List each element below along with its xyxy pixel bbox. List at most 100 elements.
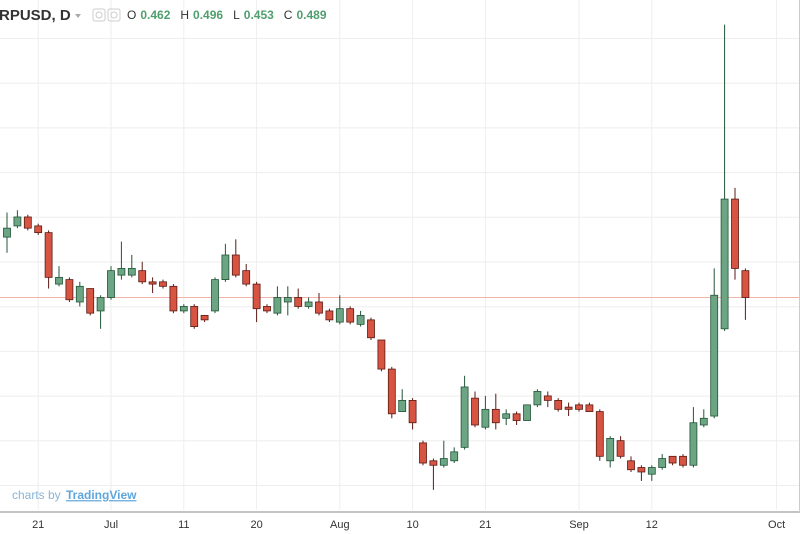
candle-body <box>13 216 22 227</box>
x-tick-label: 12 <box>646 519 658 531</box>
candle-body <box>533 391 542 406</box>
ohlc-value: 0.453 <box>244 8 274 22</box>
grid <box>0 0 800 510</box>
candle-body <box>419 442 427 464</box>
candle-body <box>471 397 479 426</box>
x-tick-label: Sep <box>569 519 589 531</box>
candle-body <box>325 310 334 321</box>
candle-body <box>595 411 604 457</box>
candle-body <box>606 438 615 462</box>
candle-body <box>699 417 708 426</box>
candle-body <box>34 225 43 234</box>
settings-icon[interactable] <box>92 8 106 22</box>
candle-body <box>44 232 53 278</box>
candle-body <box>679 455 687 466</box>
candle-body <box>304 301 313 307</box>
x-tick-label: 21 <box>479 519 491 531</box>
ohlc-value: 0.462 <box>140 8 170 22</box>
candle-body <box>439 458 448 466</box>
candle-body <box>23 216 32 229</box>
candle-body <box>741 270 750 298</box>
candle-body <box>148 281 157 285</box>
candle-body <box>616 440 625 457</box>
candle-body <box>315 301 323 314</box>
x-tick-label: Jul <box>104 519 118 531</box>
candle-body <box>263 306 271 312</box>
candle-body <box>377 339 386 370</box>
ohlc-label: L <box>233 8 240 22</box>
candle-body <box>491 408 500 424</box>
candle-body <box>127 268 136 276</box>
candle-body <box>710 294 719 417</box>
candle-body <box>731 198 739 269</box>
settings-icon-dot <box>95 11 103 19</box>
candle-body <box>523 404 531 421</box>
candle-body <box>689 422 698 466</box>
candle-body <box>387 368 396 415</box>
x-tick-label: 21 <box>32 519 44 531</box>
ohlc-label: C <box>284 8 293 22</box>
candle-body <box>242 270 251 285</box>
candle-body <box>398 399 407 412</box>
candle-body <box>356 314 365 325</box>
ohlc-value: 0.496 <box>193 8 223 22</box>
ohlc-value: 0.489 <box>296 8 326 22</box>
watermark-brand[interactable]: TradingView <box>66 488 137 502</box>
ohlc-label: H <box>180 8 189 22</box>
candle-body <box>335 308 344 323</box>
candle-body <box>575 404 583 410</box>
candle-body <box>169 285 178 312</box>
candle-body <box>481 408 490 428</box>
candle-body <box>294 297 303 307</box>
candle-body <box>564 406 573 410</box>
hide-icon[interactable] <box>107 8 121 22</box>
header: RPUSD, D O 0.462 H 0.496 L 0.453 C 0.489 <box>0 7 327 24</box>
candle-body <box>138 270 147 283</box>
candle-body <box>647 467 656 475</box>
candle-body <box>107 270 115 298</box>
candle-body <box>460 386 469 448</box>
candle-body <box>720 198 729 330</box>
candle-body <box>346 308 355 323</box>
candle-body <box>86 288 95 314</box>
x-tick-label: Oct <box>768 519 785 531</box>
candle-body <box>96 297 105 312</box>
ohlc-label: O <box>127 8 136 22</box>
candle-body <box>627 460 635 471</box>
hide-icon-dot <box>110 11 118 19</box>
x-tick-label: 11 <box>178 519 189 531</box>
dropdown-arrow[interactable] <box>75 14 81 18</box>
watermark-prefix: charts by <box>12 488 61 502</box>
x-tick-label: 10 <box>406 519 418 531</box>
candle-body <box>585 404 594 412</box>
candle-body <box>450 451 459 462</box>
candle-body <box>200 314 209 321</box>
candle-body <box>117 268 126 276</box>
plot <box>3 24 750 490</box>
candle-body <box>179 306 188 312</box>
x-tick-label: Aug <box>330 519 350 531</box>
candle-body <box>221 254 230 281</box>
candle-body <box>554 399 563 410</box>
candle-body <box>211 279 219 312</box>
candle-body <box>512 413 521 421</box>
candle-body <box>273 297 282 314</box>
candle-body <box>637 467 646 473</box>
candle-body <box>543 395 552 401</box>
candle-body <box>367 319 375 339</box>
candle-body <box>658 458 667 468</box>
candle-body <box>408 399 417 424</box>
candle-body <box>231 254 240 276</box>
candle-body <box>3 227 11 238</box>
watermark: charts by TradingView <box>12 488 137 502</box>
chart-title: RPUSD, D <box>0 7 71 24</box>
candle-body <box>190 306 199 327</box>
candle-body <box>283 297 292 303</box>
candle-body <box>75 285 84 303</box>
candle-body <box>55 276 63 285</box>
candle-body <box>668 455 677 464</box>
candle-body <box>502 413 511 419</box>
candle-body <box>252 283 261 310</box>
